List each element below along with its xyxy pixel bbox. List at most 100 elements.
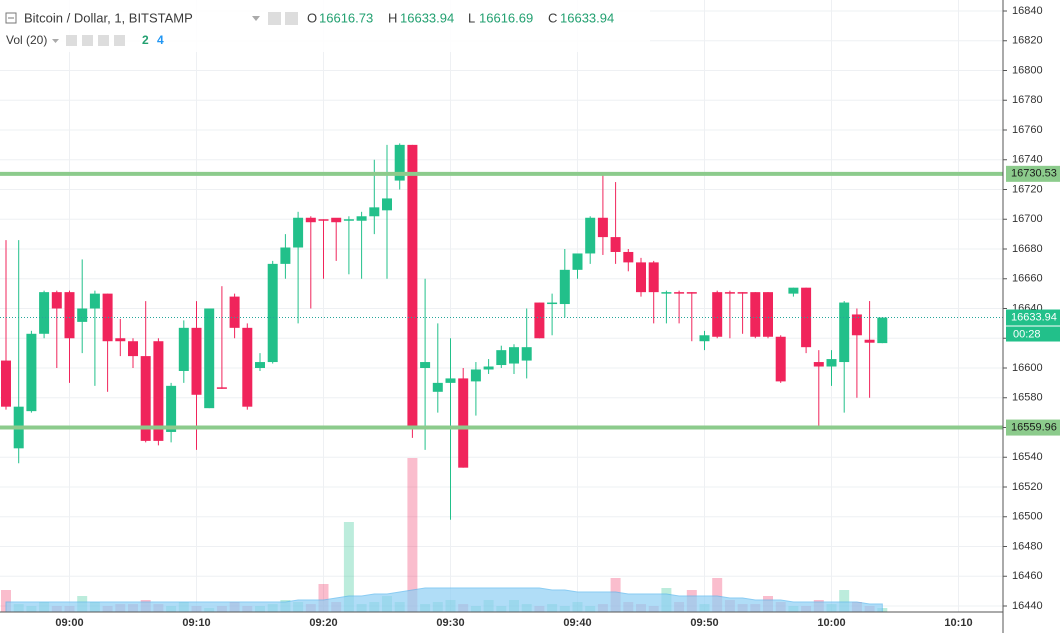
volume-bar	[407, 458, 418, 612]
grid	[0, 0, 1003, 612]
candle-body	[445, 378, 456, 383]
candle-body	[458, 378, 469, 468]
y-tick-label: 16520	[1012, 481, 1043, 493]
candle-body	[51, 292, 62, 309]
level-label: 16559.96	[1011, 421, 1057, 433]
volume-pane	[1, 458, 888, 613]
candle-body	[534, 302, 545, 339]
candle-body	[788, 287, 799, 294]
candle-body	[547, 302, 558, 305]
candle-body	[140, 356, 151, 441]
candle-body	[407, 144, 418, 428]
open-value: 16616.73	[319, 10, 373, 25]
y-tick-label: 16480	[1012, 540, 1043, 552]
high-value: 16633.94	[400, 10, 454, 25]
candle-body	[39, 292, 50, 334]
collapse-button[interactable]	[5, 12, 17, 24]
candle-body	[293, 217, 304, 248]
x-tick-label: 09:40	[563, 617, 591, 629]
countdown-bg	[1006, 326, 1060, 342]
x-tick-label: 09:00	[55, 617, 83, 629]
candle-body	[597, 217, 608, 238]
candle-body	[128, 341, 138, 357]
eye-button[interactable]	[268, 12, 281, 25]
candle-body	[661, 292, 672, 294]
low-key: L	[468, 10, 475, 25]
settings-button[interactable]	[285, 12, 298, 25]
close-value: 16633.94	[560, 10, 614, 25]
price-label: 16633.94	[1011, 311, 1057, 323]
dropdown[interactable]	[52, 39, 59, 43]
candle-body	[470, 369, 481, 382]
y-tick-label: 16700	[1012, 213, 1043, 225]
candle-body	[610, 237, 621, 252]
candle-body	[280, 247, 291, 264]
add-button[interactable]	[98, 35, 109, 46]
candle-body	[229, 296, 240, 328]
volume-ma-value: 4	[157, 33, 164, 47]
legend: Bitcoin / Dollar, 1, BITSTAMP O 16616.73…	[0, 0, 650, 52]
candle-body	[801, 287, 812, 348]
candle-body	[813, 362, 824, 367]
candle-body	[64, 292, 75, 339]
candle-body	[369, 207, 380, 217]
y-tick-label: 16760	[1012, 124, 1043, 136]
candle-body	[509, 347, 519, 364]
level-label-bg	[1006, 419, 1060, 436]
candle-body	[343, 219, 354, 221]
volume-bar	[839, 590, 850, 612]
candle-body	[115, 338, 126, 342]
candle-body	[521, 347, 532, 361]
candle-body	[763, 292, 773, 337]
y-tick-label: 16540	[1012, 451, 1043, 463]
candle-body	[839, 302, 850, 363]
y-tick-label: 16580	[1012, 392, 1043, 404]
remove-button[interactable]	[114, 35, 125, 46]
high-key: H	[388, 10, 397, 25]
candle-body	[826, 359, 837, 367]
volume-ma-area	[5, 587, 883, 613]
candle-body	[877, 317, 888, 344]
candle-body	[178, 327, 189, 371]
price-pane	[0, 143, 1003, 520]
candle-body	[724, 292, 735, 294]
eye-button[interactable]	[66, 35, 77, 46]
candle-body	[267, 263, 278, 363]
candle-body	[750, 292, 761, 337]
candle-body	[356, 216, 367, 221]
volume-bar	[712, 578, 723, 612]
candle-body	[648, 262, 659, 293]
y-tick-label: 16740	[1012, 154, 1043, 166]
candle-body	[432, 382, 443, 392]
candle-body	[737, 292, 748, 294]
low-value: 16616.69	[479, 10, 533, 25]
candle-body	[585, 217, 596, 254]
symbol-title: Bitcoin / Dollar, 1, BITSTAMP	[24, 10, 193, 25]
y-tick-label: 16780	[1012, 94, 1043, 106]
y-tick-label: 16600	[1012, 362, 1043, 374]
volume-bar	[318, 584, 329, 612]
candle-body	[89, 293, 100, 309]
candle-body	[382, 198, 392, 211]
candle-body	[318, 219, 329, 221]
candle-body	[572, 253, 583, 270]
candle-body	[623, 251, 634, 263]
y-tick-label: 16720	[1012, 183, 1043, 195]
candle-body	[255, 362, 265, 368]
x-tick-label: 09:50	[690, 617, 718, 629]
y-tick-label: 16440	[1012, 600, 1043, 612]
candle-body	[191, 327, 202, 395]
candle-body	[216, 387, 227, 389]
x-tick-label: 09:10	[182, 617, 210, 629]
volume-bar	[1, 590, 11, 612]
candle-body	[699, 335, 710, 342]
legend-bg	[0, 0, 650, 52]
dropdown[interactable]	[252, 16, 260, 21]
candle-body	[305, 217, 316, 223]
level-label-bg	[1006, 165, 1060, 182]
settings-button[interactable]	[82, 35, 93, 46]
candle-body	[77, 308, 88, 322]
candle-body	[26, 333, 37, 412]
x-tick-label: 10:00	[817, 617, 845, 629]
